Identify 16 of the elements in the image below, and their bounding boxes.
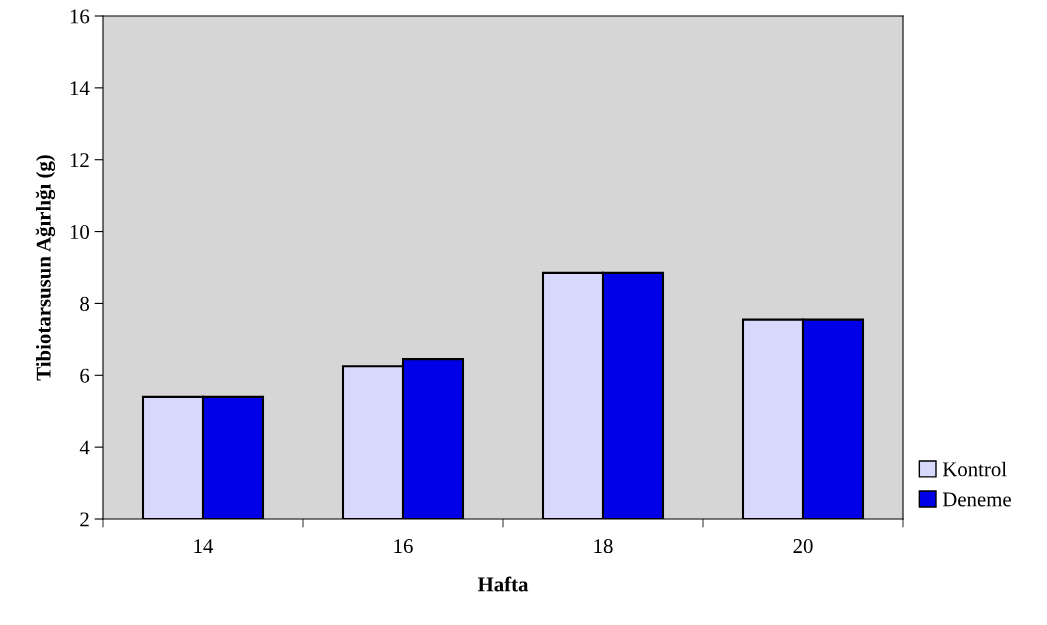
x-tick-label: 20 xyxy=(793,539,813,554)
y-tick-label: 2 xyxy=(80,512,89,527)
y-tick-label: 16 xyxy=(70,9,90,24)
x-axis-title: Hafta xyxy=(477,576,529,592)
y-tick-label: 4 xyxy=(79,440,90,455)
y-tick-label: 10 xyxy=(70,224,90,239)
x-tick-label: 14 xyxy=(194,539,214,553)
legend-label: Deneme xyxy=(942,492,1011,507)
legend-label: Kontrol xyxy=(942,461,1007,477)
x-tick-label: 18 xyxy=(594,539,613,554)
x-tick-label: 16 xyxy=(394,539,413,554)
y-tick-label: 14 xyxy=(70,81,90,96)
y-tick-label: 12 xyxy=(70,153,89,167)
y-tick-label: 8 xyxy=(80,296,90,311)
y-tick-label: 6 xyxy=(80,368,90,383)
y-axis-title: Tibiotarsusun Ağırlığı (g) xyxy=(35,155,56,381)
